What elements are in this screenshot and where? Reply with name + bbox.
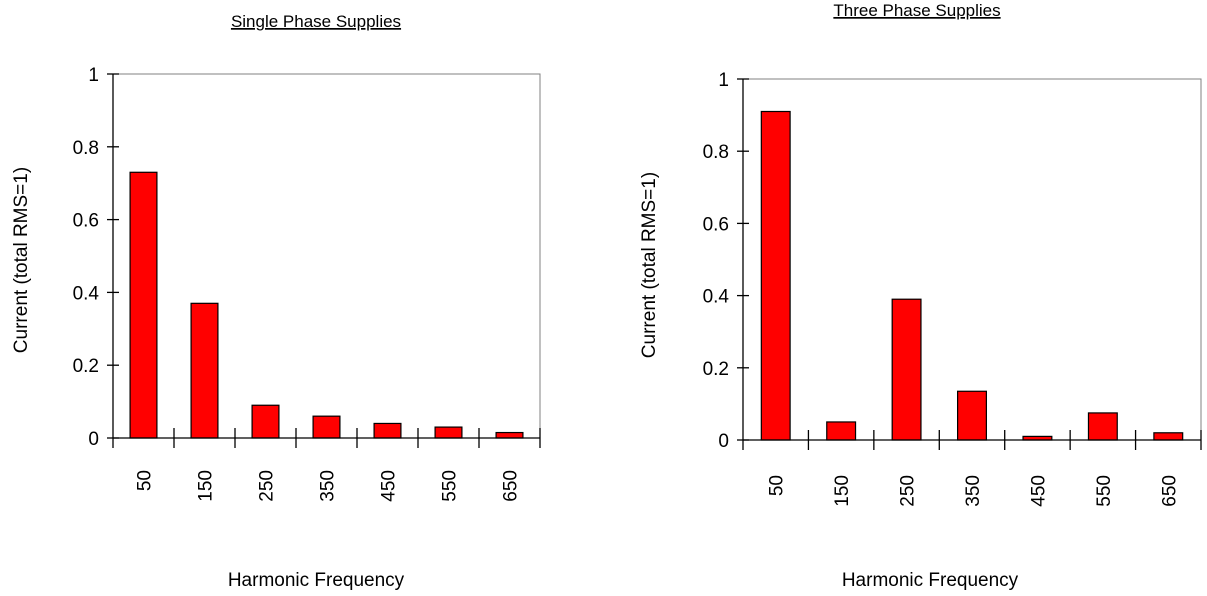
plot-frame: [743, 78, 1202, 440]
bar: [760, 110, 791, 441]
x-tick-label: 150: [196, 470, 217, 502]
x-tick-label: 50: [135, 470, 156, 491]
y-tick-label: 0.6: [703, 214, 729, 235]
y-tick-label: 0.8: [703, 142, 729, 163]
y-tick-label: 0: [88, 429, 99, 450]
y-tick-label: 0.4: [73, 283, 100, 304]
bar: [373, 422, 402, 439]
x-tick-label: 350: [318, 470, 339, 502]
x-tick-label: 650: [501, 470, 522, 502]
x-tick-label: 550: [440, 470, 461, 502]
bar: [251, 404, 280, 439]
y-tick-label: 1: [718, 70, 729, 91]
x-tick-label: 150: [832, 475, 853, 507]
y-axis-label: Current (total RMS=1): [639, 172, 660, 358]
y-tick-label: 0.2: [703, 359, 729, 380]
y-tick-label: 0.6: [73, 211, 99, 232]
x-axis-label: Harmonic Frequency: [842, 570, 1019, 591]
x-tick-label: 450: [1028, 475, 1049, 507]
y-tick-label: 0: [718, 431, 729, 452]
bar: [826, 421, 857, 441]
chart-three-phase: Three Phase Supplies Current (total RMS=…: [639, 1, 1202, 591]
bar: [495, 431, 524, 439]
x-axis-label: Harmonic Frequency: [228, 570, 405, 591]
x-tick-label: 250: [257, 470, 278, 502]
bar: [1153, 432, 1184, 441]
plot-frame: [113, 73, 541, 438]
bar: [190, 302, 219, 439]
x-tick-label: 250: [898, 475, 919, 507]
x-tick-label: 50: [767, 475, 788, 496]
x-tick-label: 450: [379, 470, 400, 502]
bar: [1087, 412, 1118, 441]
bar: [434, 426, 463, 439]
y-tick-label: 0.2: [73, 356, 99, 377]
chart-title: Single Phase Supplies: [231, 12, 401, 31]
chart-title: Three Phase Supplies: [833, 1, 1000, 20]
chart-single-phase: Single Phase Supplies Current (total RMS…: [11, 12, 541, 591]
x-tick-label: 550: [1094, 475, 1115, 507]
y-tick-label: 0.4: [703, 287, 730, 308]
bar: [129, 171, 158, 439]
bar: [891, 298, 922, 441]
bar: [957, 390, 987, 441]
x-tick-label: 350: [963, 475, 984, 507]
y-tick-label: 0.8: [73, 138, 99, 159]
y-tick-label: 1: [88, 65, 99, 86]
y-axis-label: Current (total RMS=1): [11, 167, 32, 353]
bar: [312, 415, 341, 439]
x-tick-label: 650: [1159, 475, 1180, 507]
